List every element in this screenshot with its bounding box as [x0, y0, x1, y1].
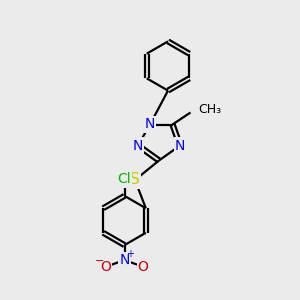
Text: N: N [175, 139, 185, 152]
Text: O: O [100, 260, 111, 274]
Text: −: − [94, 256, 104, 266]
Text: O: O [138, 260, 148, 274]
Text: N: N [119, 253, 130, 267]
Text: S: S [130, 172, 140, 188]
Text: N: N [145, 118, 155, 131]
Text: Cl: Cl [118, 172, 131, 186]
Text: +: + [127, 249, 134, 259]
Text: CH₃: CH₃ [198, 103, 221, 116]
Text: N: N [133, 139, 143, 152]
